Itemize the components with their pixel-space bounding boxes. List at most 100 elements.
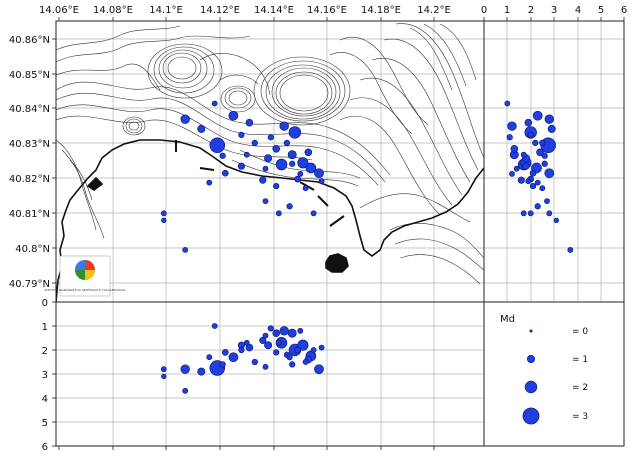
earthquake-depth-marker [520,151,527,158]
earthquake-depth-marker [536,148,544,157]
earthquake-depth-marker [251,358,258,366]
earthquake-depth-marker [275,339,282,346]
earthquake-marker [279,121,289,131]
earthquake-marker [286,203,293,210]
earthquake-marker [160,210,167,217]
lat-tick-label: 40.84°N [9,104,50,115]
earthquake-depth-marker [211,323,218,329]
earthquake-marker [264,154,273,163]
depth-tick-label: 2 [42,346,48,357]
lat-tick-label: 40.82°N [9,174,50,185]
earthquake-depth-marker [206,354,213,361]
depth-tick-label: 5 [42,418,48,429]
earthquake-depth-marker [504,100,511,107]
depth-tick-label: 4 [42,394,48,405]
lat-tick-label: 40.83°N [9,139,50,150]
earthquake-depth-marker [525,178,532,185]
earthquake-marker [297,157,309,169]
earthquake-depth-marker [539,185,546,192]
lon-tick-label: 14.2°E [417,5,451,16]
earthquake-depth-marker [219,361,226,368]
lon-tick-label: 14.1°E [149,5,183,16]
earthquake-depth-marker [532,139,539,147]
earthquake-depth-marker [279,326,289,336]
depth-latitude-event-layer [504,100,574,253]
ingv-logo-caption: ISTITUTO NAZIONALE DI GEOFISICA E VULCAN… [44,288,126,292]
earthquake-marker [302,185,309,192]
earthquake-depth-marker [567,246,574,253]
earthquake-depth-marker [534,203,541,210]
lat-tick-label: 40.81°N [9,209,50,220]
earthquake-depth-marker [541,152,548,159]
earthquake-depth-marker [527,210,534,217]
earthquake-marker [275,210,282,217]
lon-tick-label: 14.18°E [361,5,401,16]
ingv-logo: ISTITUTO NAZIONALE DI GEOFISICA E VULCAN… [44,255,126,297]
depth-tick-label: 3 [551,5,557,16]
depth-tick-label: 3 [42,370,48,381]
lon-tick-label: 14.06°E [39,5,79,16]
coastline [56,139,484,302]
depth-latitude-panel: 0 1 2 3 4 5 6 [481,5,627,303]
earthquake-depth-marker [513,165,520,172]
earthquake-depth-marker [182,387,189,394]
magnitude-legend: Md = 0 = 1 = 2 = 3 [483,301,625,447]
earthquake-depth-marker [506,134,513,141]
earthquake-marker [283,139,291,147]
earthquake-depth-marker [522,162,530,170]
earthquake-marker [262,165,269,172]
depth-tick-label: 6 [621,5,627,16]
earthquake-marker [237,162,245,170]
earthquake-depth-marker [539,139,546,147]
earthquake-marker [297,170,304,177]
depth-tick-label: 0 [42,298,48,309]
earthquake-marker [180,114,190,124]
legend-title: Md [500,314,515,325]
earthquake-depth-marker [318,344,325,351]
earthquake-marker [206,179,213,186]
depth-tick-label: 1 [42,322,48,333]
earthquake-depth-marker [524,118,533,127]
earthquake-depth-marker [161,373,167,380]
earthquake-marker [294,175,301,183]
earthquake-depth-marker [507,121,517,131]
legend-label: = 2 [572,383,588,393]
legend-label: = 3 [572,412,588,422]
earthquake-depth-marker [297,327,304,334]
depth-tick-label: 5 [598,5,604,16]
earthquake-depth-marker [553,217,559,223]
earthquake-depth-marker [264,341,273,350]
lat-tick-label: 40.8°N [15,244,50,255]
earthquake-depth-marker [238,346,245,354]
earthquake-depth-marker [527,131,534,139]
earthquake-depth-marker [532,110,543,121]
earthquake-marker [318,178,325,185]
lat-tick-label: 40.86°N [9,35,50,46]
earthquake-depth-marker [262,332,269,339]
topographic-contours [56,23,484,285]
depth-tick-label: 4 [575,5,581,16]
legend-marker [522,407,540,425]
earthquake-depth-marker [228,352,239,363]
earthquake-depth-marker [297,339,309,351]
earthquake-depth-marker [534,179,541,186]
earthquake-depth-marker [286,354,293,361]
earthquake-depth-marker [529,169,537,177]
earthquake-marker [272,145,280,153]
legend-label: = 1 [572,355,588,365]
earthquake-depth-marker [520,210,527,217]
earthquake-depth-marker [272,329,280,337]
earthquake-depth-marker [262,363,269,370]
earthquake-marker [245,118,254,127]
legend-label: = 0 [572,327,588,337]
depth-longitude-panel: 0 1 2 3 4 5 6 [42,298,485,453]
earthquake-depth-marker [510,145,519,153]
earthquake-depth-marker [197,367,206,376]
earthquake-depth-marker [289,361,296,368]
earthquake-depth-marker [221,349,229,356]
earthquake-marker [310,210,317,217]
lat-tick-label: 40.85°N [9,70,50,81]
map-event-layer [160,100,325,253]
earthquake-marker [219,152,226,159]
earthquake-marker [161,217,167,223]
